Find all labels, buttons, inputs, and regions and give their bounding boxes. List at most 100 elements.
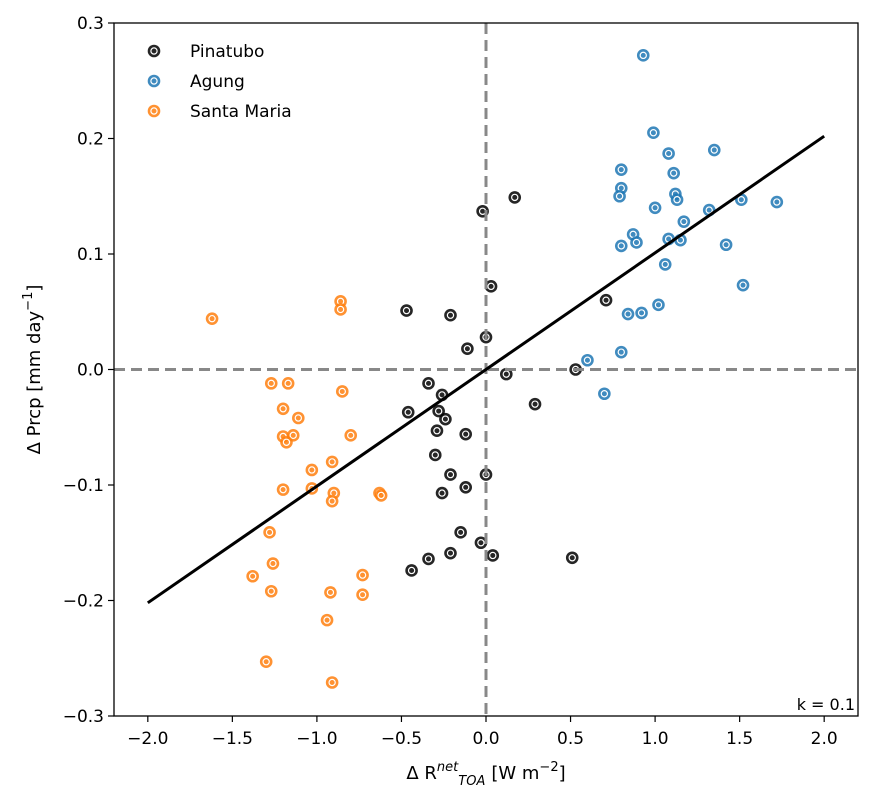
data-point-pinatubo (405, 564, 418, 577)
y-axis-label-close: ] (24, 285, 45, 292)
data-point-agung (662, 147, 675, 160)
data-point-pinatubo (444, 546, 457, 560)
data-point-ring-agung (669, 169, 678, 177)
legend-marker-ring (150, 107, 158, 115)
data-point-agung (614, 163, 628, 176)
data-point-santa-maria (324, 586, 337, 599)
legend-marker (147, 104, 161, 118)
data-point-ring-santa-maria (248, 572, 257, 580)
data-point-ring-santa-maria (336, 305, 345, 314)
data-point-agung (658, 258, 672, 271)
legend-marker (147, 44, 161, 58)
data-point-ring-agung (637, 309, 646, 317)
data-point-ring-agung (639, 51, 647, 60)
data-point-ring-santa-maria (265, 528, 274, 537)
data-point-santa-maria (325, 494, 339, 508)
data-point-ring-santa-maria (279, 485, 287, 494)
data-point-santa-maria (344, 429, 358, 442)
data-points-layer (205, 49, 784, 689)
legend-label: Agung (190, 72, 245, 92)
data-point-agung (598, 387, 611, 401)
data-point-ring-santa-maria (282, 438, 291, 446)
data-point-ring-santa-maria (328, 678, 336, 687)
data-point-santa-maria (276, 402, 290, 416)
data-point-ring-pinatubo (424, 379, 433, 388)
data-point-ring-santa-maria (377, 491, 385, 500)
data-point-ring-pinatubo (424, 555, 433, 563)
data-point-agung (736, 278, 750, 292)
data-point-ring-santa-maria (279, 405, 287, 413)
x-tick-label: −2.0 (127, 729, 168, 749)
data-point-pinatubo (486, 549, 500, 562)
data-point-santa-maria (335, 385, 349, 398)
data-point-ring-agung (737, 196, 746, 204)
data-point-santa-maria (320, 613, 334, 627)
data-point-ring-pinatubo (462, 430, 470, 438)
data-point-ring-santa-maria (323, 616, 331, 624)
data-point-santa-maria (205, 312, 219, 325)
data-point-ring-pinatubo (407, 566, 416, 575)
data-point-ring-santa-maria (347, 431, 355, 440)
x-tick-label: 0.0 (472, 729, 499, 749)
data-point-ring-santa-maria (326, 588, 335, 597)
data-point-ring-santa-maria (262, 658, 270, 666)
data-point-santa-maria (264, 377, 278, 390)
data-point-pinatubo (428, 448, 442, 462)
data-point-ring-agung (654, 301, 663, 309)
data-point-ring-agung (773, 198, 781, 206)
x-tick-label: −1.5 (212, 729, 253, 749)
y-axis-label-exp: −1 (21, 292, 36, 311)
data-point-pinatubo (401, 405, 415, 419)
data-point-santa-maria (264, 584, 278, 598)
data-point-pinatubo (454, 526, 467, 539)
data-point-ring-agung (705, 206, 713, 214)
data-point-agung (770, 195, 784, 209)
x-axis-label: Δ RnetTOA [W m−2] (406, 760, 565, 789)
data-point-ring-agung (583, 356, 592, 364)
data-point-ring-pinatubo (477, 539, 485, 547)
data-point-ring-santa-maria (338, 387, 346, 396)
data-point-ring-agung (651, 204, 659, 212)
legend-label: Pinatubo (190, 42, 264, 62)
data-point-agung (636, 49, 650, 62)
data-point-ring-pinatubo (434, 407, 443, 415)
data-point-ring-pinatubo (462, 483, 470, 492)
data-point-ring-pinatubo (438, 489, 446, 497)
data-point-ring-santa-maria (358, 571, 367, 579)
data-point-ring-pinatubo (441, 415, 450, 423)
y-tick-label: −0.2 (63, 592, 104, 612)
x-axis-label-sup: net (437, 760, 459, 775)
data-point-ring-santa-maria (308, 466, 316, 474)
data-point-agung (652, 298, 665, 312)
data-point-ring-pinatubo (502, 370, 510, 378)
data-point-agung (670, 193, 684, 207)
x-axis-label-unit-exp: −2 (539, 760, 558, 775)
data-point-santa-maria (356, 588, 369, 602)
data-point-ring-agung (673, 196, 681, 204)
k-annotation: k = 0.1 (797, 695, 855, 714)
regression-line (146, 134, 826, 605)
data-point-ring-agung (632, 238, 641, 247)
data-point-ring-santa-maria (208, 314, 216, 323)
data-point-ring-agung (739, 281, 747, 289)
data-point-santa-maria (356, 568, 369, 582)
data-point-agung (667, 166, 680, 180)
data-point-ring-pinatubo (446, 311, 455, 319)
x-tick-label: 2.0 (811, 729, 838, 749)
x-tick-label: −0.5 (381, 729, 422, 749)
data-point-ring-santa-maria (328, 497, 336, 505)
data-point-ring-agung (617, 348, 625, 356)
data-point-agung (635, 306, 648, 320)
y-tick-label: 0.0 (77, 361, 104, 381)
data-point-santa-maria (292, 411, 305, 425)
data-point-ring-pinatubo (602, 296, 610, 304)
y-axis-label: Δ Prcp [mm day−1] (21, 285, 45, 455)
data-point-pinatubo (459, 427, 473, 441)
data-point-agung (614, 239, 628, 253)
data-point-ring-agung (649, 129, 658, 137)
data-point-pinatubo (508, 191, 522, 204)
data-point-ring-agung (664, 149, 673, 158)
data-point-ring-pinatubo (402, 306, 411, 315)
data-point-ring-agung (722, 241, 730, 249)
